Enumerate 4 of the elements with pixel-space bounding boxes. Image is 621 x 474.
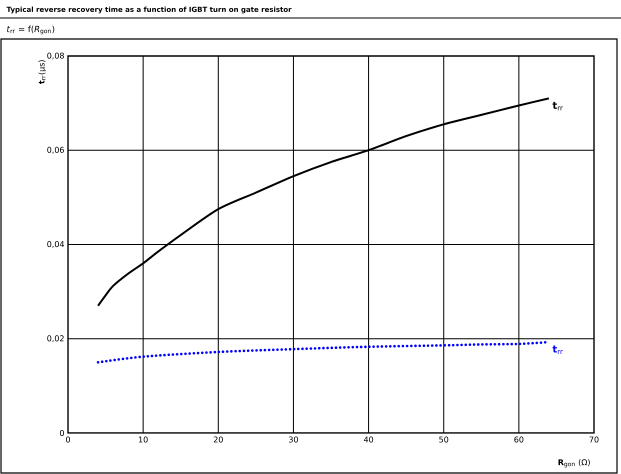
line-series [97, 97, 550, 307]
chart-subtitle: t$_{rr}$ = f(R$_{gon}$) [7, 26, 54, 34]
series-label: t$_{rr}$ [552, 346, 563, 354]
series-label: t$_{rr}$ [552, 102, 563, 110]
